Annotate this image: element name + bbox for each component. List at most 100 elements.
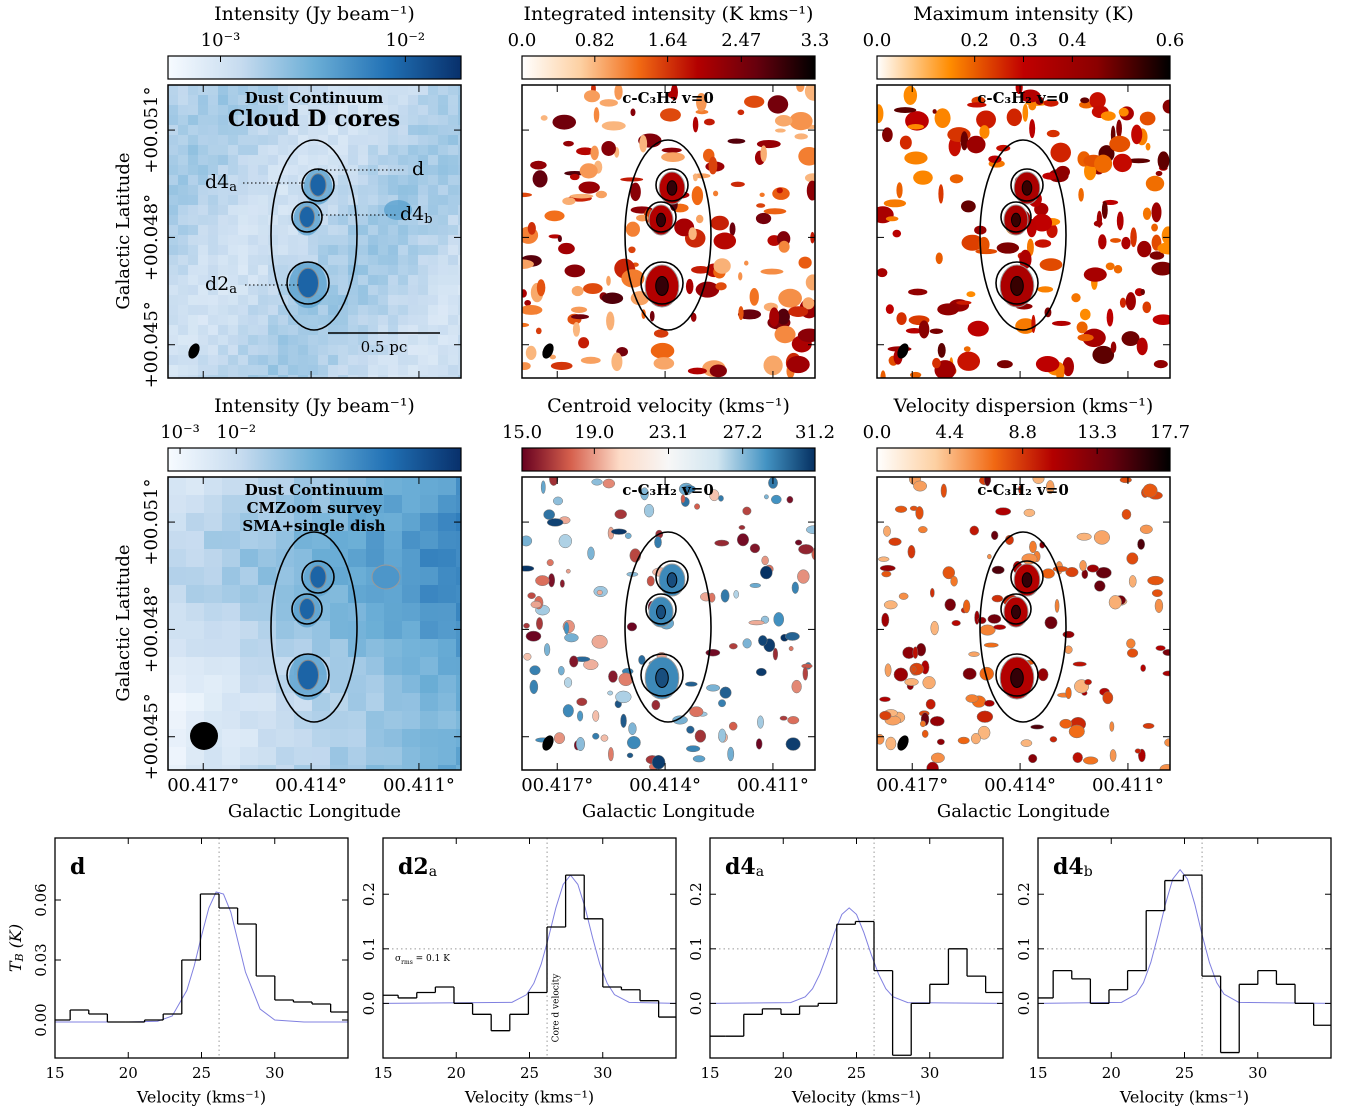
emission-blob xyxy=(536,617,543,630)
map-pixel xyxy=(366,639,385,658)
region-outline xyxy=(979,139,1067,331)
map-pixel xyxy=(438,675,457,694)
map-pixel xyxy=(428,335,439,346)
map-pixel xyxy=(178,295,189,306)
emission-blob xyxy=(885,216,899,222)
map-pixel xyxy=(438,195,449,206)
map-pixel xyxy=(448,235,459,246)
map-pixel xyxy=(218,315,229,326)
emission-blob xyxy=(996,242,1020,254)
map-pixel xyxy=(418,225,429,236)
map-pixel xyxy=(398,275,409,286)
map-pixel xyxy=(398,345,409,356)
map-pixel xyxy=(458,295,461,306)
map-pixel xyxy=(278,215,289,226)
panel-label: d4b xyxy=(1053,854,1093,880)
map-pixel xyxy=(276,513,295,532)
map-pixel xyxy=(378,225,389,236)
emission-blob xyxy=(1142,301,1152,314)
map-pixel xyxy=(248,265,259,276)
map-pixel xyxy=(228,195,239,206)
map-pixel xyxy=(398,255,409,266)
map-pixel xyxy=(276,621,295,640)
emission-blob xyxy=(970,733,981,745)
colorbar-label: Velocity dispersion (kms⁻¹) xyxy=(893,395,1154,417)
map-pixel xyxy=(288,235,299,246)
map-pixel xyxy=(348,567,367,586)
map-pixel xyxy=(348,477,367,496)
emission-blob xyxy=(749,287,759,306)
emission-blob xyxy=(714,539,730,547)
map-pixel xyxy=(438,265,449,276)
map-pixel xyxy=(208,375,219,378)
map-pixel xyxy=(402,675,421,694)
map-pixel xyxy=(208,235,219,246)
emission-blob xyxy=(1034,239,1052,248)
emission-blob xyxy=(529,679,539,695)
emission-blob xyxy=(712,190,719,197)
spectrum-frame xyxy=(54,837,349,1059)
map-pixel xyxy=(428,295,439,306)
emission-blob xyxy=(1131,124,1143,145)
emission-blob xyxy=(749,582,762,588)
map-pixel xyxy=(268,315,279,326)
map-pixel xyxy=(456,693,461,712)
emission-blob xyxy=(536,279,546,297)
map-pixel xyxy=(438,531,457,550)
map-pixel xyxy=(438,765,457,770)
map-pixel xyxy=(428,275,439,286)
map-pixel xyxy=(278,175,289,186)
emission-blob xyxy=(791,679,802,694)
emission-blob xyxy=(773,612,785,627)
y-tick-label: 0.1 xyxy=(360,937,378,961)
map-pixel xyxy=(348,729,367,748)
map-pixel xyxy=(204,675,223,694)
emission-blob xyxy=(742,506,752,516)
emission-blob xyxy=(593,107,600,123)
map-pixel xyxy=(448,375,459,378)
map-pixel xyxy=(268,345,279,356)
core-emission xyxy=(297,267,319,299)
map-pixel xyxy=(258,747,277,766)
map-pixel xyxy=(398,155,409,166)
map-pixel xyxy=(438,639,457,658)
map-pixel xyxy=(420,765,439,770)
emission-blob xyxy=(910,666,917,673)
map-pixel xyxy=(168,245,179,256)
map-pixel xyxy=(168,95,179,106)
map-pixel xyxy=(328,95,339,106)
emission-blob xyxy=(1093,220,1103,227)
map-pixel xyxy=(258,711,277,730)
map-pixel xyxy=(348,513,367,532)
map-pixel xyxy=(178,175,189,186)
emission-blob xyxy=(1128,575,1137,588)
map-pixel xyxy=(318,135,329,146)
emission-blob xyxy=(558,242,575,255)
x-axis-label: Galactic Longitude xyxy=(228,801,401,822)
map-pixel xyxy=(438,295,449,306)
emission-blob xyxy=(1101,201,1108,219)
map-pixel xyxy=(348,205,359,216)
map-pixel xyxy=(448,275,459,286)
map-pixel xyxy=(438,225,449,236)
map-pixel xyxy=(278,85,289,96)
map-pixel xyxy=(228,105,239,116)
core-emission xyxy=(1021,180,1033,196)
map-pixel xyxy=(358,115,369,126)
emission-blob xyxy=(796,85,805,92)
map-pixel xyxy=(276,549,295,568)
map-pixel xyxy=(318,235,329,246)
emission-blob xyxy=(1020,739,1033,747)
map-pixel xyxy=(458,255,461,266)
emission-blob xyxy=(883,199,907,208)
map-pixel xyxy=(348,285,359,296)
map-pixel xyxy=(308,145,319,156)
map-pixel xyxy=(222,747,241,766)
map-pixel xyxy=(198,165,209,176)
emission-blob xyxy=(596,589,603,596)
emission-blob xyxy=(907,544,916,559)
map-pixel xyxy=(278,355,289,366)
emission-blob xyxy=(611,528,627,535)
map-pixel xyxy=(258,675,277,694)
map-pixel xyxy=(240,567,259,586)
